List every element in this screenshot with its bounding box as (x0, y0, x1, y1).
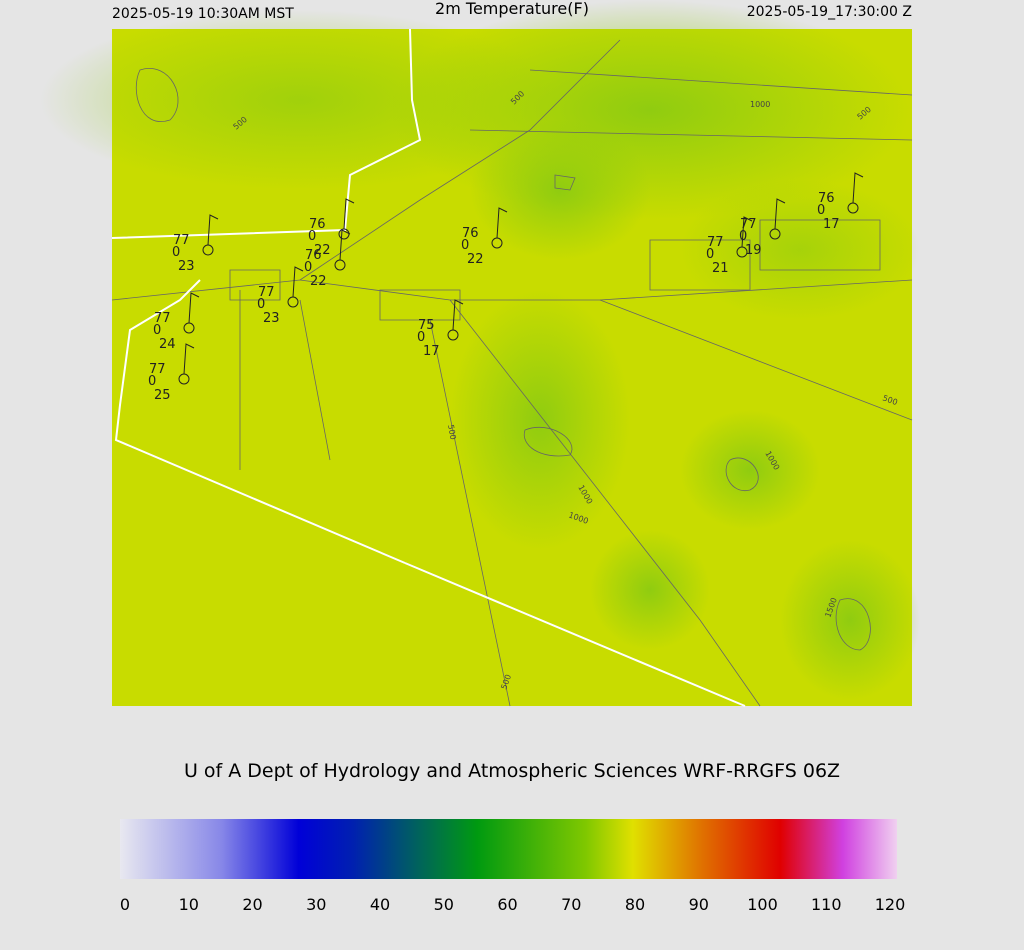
colorbar-tick-label: 60 (497, 895, 517, 914)
wind-speed: 0 (706, 247, 714, 262)
colorbar-tick-label: 40 (370, 895, 390, 914)
valid-utc: 2025-05-19_17:30:00 Z (747, 4, 912, 20)
temperature-shading (40, 0, 920, 700)
colorbar-tick-label: 0 (120, 895, 130, 914)
colorbar-tick-label: 110 (811, 895, 842, 914)
wind-barb (292, 266, 304, 298)
roads-contours (111, 39, 913, 707)
wind-speed: 0 (153, 323, 161, 338)
wind-barb (339, 229, 351, 261)
credit: U of A Dept of Hydrology and Atmospheric… (184, 760, 840, 782)
temperature: 76 (818, 191, 835, 206)
colorbar-tick-label: 120 (875, 895, 906, 914)
temperature: 77 (149, 362, 166, 377)
wind-speed: 0 (308, 229, 316, 244)
colorbar (120, 819, 897, 879)
dewpoint: 22 (310, 274, 327, 289)
colorbar-tick-label: 20 (242, 895, 262, 914)
wind-barb (343, 198, 355, 230)
colorbar-tick-label: 70 (561, 895, 581, 914)
colorbar-tick-label: 10 (179, 895, 199, 914)
wind-speed: 0 (739, 229, 747, 244)
temperature: 75 (418, 318, 435, 333)
dewpoint: 22 (467, 252, 484, 267)
temperature: 77 (258, 285, 275, 300)
title: 2m Temperature(F) (435, 0, 589, 18)
temperature: 77 (707, 235, 724, 250)
colorbar-tick-label: 30 (306, 895, 326, 914)
dewpoint: 17 (423, 344, 440, 359)
colorbar-tick-label: 90 (689, 895, 709, 914)
dewpoint: 24 (159, 337, 176, 352)
temperature: 77 (740, 217, 757, 232)
wind-speed: 0 (417, 330, 425, 345)
wind-barb (852, 172, 864, 204)
dewpoint: 17 (823, 217, 840, 232)
dewpoint: 19 (745, 243, 762, 258)
temperature: 76 (462, 226, 479, 241)
wind-speed: 0 (257, 297, 265, 312)
wind-speed: 0 (304, 260, 312, 275)
wind-barb (774, 198, 786, 230)
dewpoint: 23 (178, 259, 195, 274)
colorbar-tick-label: 100 (747, 895, 778, 914)
wind-barb (183, 343, 195, 375)
dewpoint: 23 (263, 311, 280, 326)
temperature: 77 (173, 233, 190, 248)
wind-speed: 0 (817, 203, 825, 218)
dewpoint: 25 (154, 388, 171, 403)
borders (111, 28, 746, 707)
dewpoint: 22 (314, 243, 331, 258)
colorbar-tick-label: 50 (434, 895, 454, 914)
wind-barb (496, 207, 508, 239)
wind-speed: 0 (172, 245, 180, 260)
valid-local: 2025-05-19 10:30AM MST (112, 6, 294, 22)
contour-label: 1000 (750, 100, 770, 109)
temperature: 76 (309, 217, 326, 232)
temperature: 77 (154, 311, 171, 326)
wind-barb (188, 292, 200, 324)
wind-barb (741, 216, 753, 248)
wind-speed: 0 (148, 374, 156, 389)
wind-barb (207, 214, 219, 246)
dewpoint: 21 (712, 261, 729, 276)
colorbar-tick-label: 80 (625, 895, 645, 914)
temperature: 76 (305, 248, 322, 263)
contour-label: 500 (446, 424, 458, 441)
wind-speed: 0 (461, 238, 469, 253)
wind-barb (452, 299, 464, 331)
